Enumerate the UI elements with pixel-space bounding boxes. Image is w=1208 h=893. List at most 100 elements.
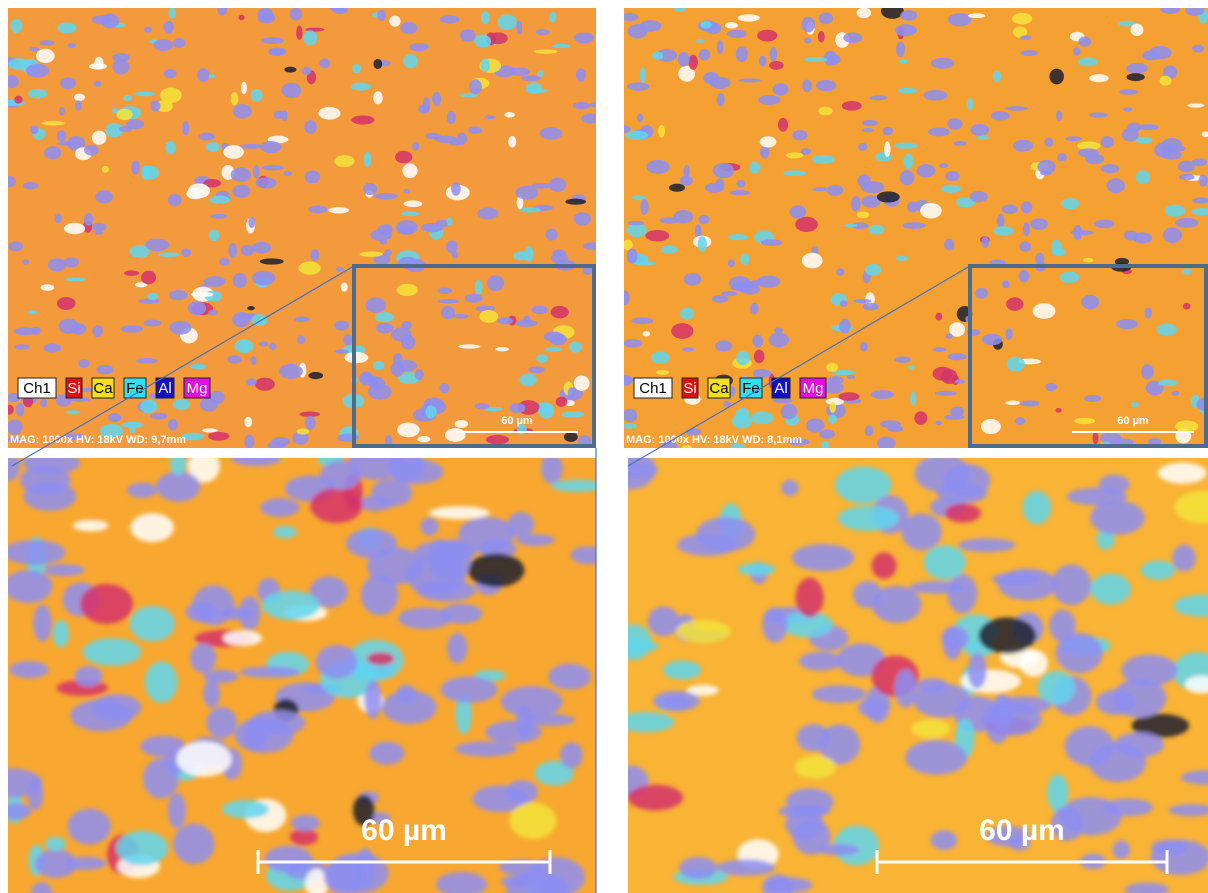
phase-spot [680,308,694,320]
phase-spot [260,498,299,517]
phase-spot [395,151,412,164]
phase-spot [728,259,735,267]
phase-spot [1130,24,1143,36]
phase-spot [255,378,275,391]
phase-spot [234,339,253,353]
phase-spot [43,564,85,576]
phase-spot [574,32,594,43]
phase-spot [168,419,178,431]
phase-spot [209,196,230,204]
phase-spot [1089,74,1109,82]
phase-spot [397,284,418,296]
phase-spot [397,422,419,437]
phase-spot [943,627,962,660]
phase-spot [479,310,498,323]
phase-spot [417,436,430,442]
phase-spot [398,226,414,235]
phase-spot [705,183,724,193]
phase-spot [223,630,262,645]
phase-spot [870,390,894,399]
phase-spot [541,453,563,484]
phase-spot [663,661,701,680]
phase-spot [676,620,731,643]
phase-spot [40,399,47,408]
phase-spot [1061,198,1079,209]
info-line: MAG: 1000x HV: 18kV WD: 8,1mm [626,434,802,446]
phase-spot [1160,76,1172,86]
phase-spot [1141,364,1154,379]
phase-spot [308,205,327,213]
phase-spot [534,49,557,53]
phase-spot [976,136,988,141]
phase-spot [445,428,466,442]
phase-spot [173,824,214,865]
phase-spot [102,166,109,173]
phase-spot [44,146,61,159]
phase-spot [1158,379,1177,386]
phase-spot [396,685,416,704]
phase-spot [404,200,423,207]
phase-spot [1160,5,1180,14]
phase-spot [759,56,767,67]
phase-spot [640,67,646,83]
phase-spot [895,24,916,36]
phase-spot [982,236,990,248]
phase-spot [40,40,55,45]
phase-spot [458,344,480,348]
phase-spot [9,661,48,678]
phase-spot [455,420,469,428]
phase-spot [884,141,890,157]
phase-spot [16,403,24,417]
phase-spot [388,449,425,483]
phase-spot [623,423,637,429]
phase-spot [452,314,468,319]
phase-spot [802,80,812,93]
phase-spot [524,246,533,262]
phase-spot [626,131,649,140]
phase-spot [239,15,245,21]
phase-spot [351,82,371,90]
phase-spot [646,160,669,174]
phase-spot [1019,242,1031,252]
phase-spot [653,691,700,712]
phase-spot [261,37,284,44]
phase-spot [643,331,651,336]
phase-spot [138,299,159,304]
phase-spot [970,191,988,202]
phase-spot [1185,4,1204,16]
phase-spot [935,391,957,396]
phase-spot [497,14,517,30]
phase-spot [728,234,749,240]
phase-spot [474,35,491,48]
phase-spot [486,435,509,445]
phase-spot [528,366,545,373]
phase-spot [858,698,887,717]
phase-spot [881,3,904,18]
phase-spot [334,321,349,331]
phase-spot [700,21,712,29]
phase-spot [569,341,582,352]
phase-spot [819,430,835,439]
phase-spot [165,141,176,154]
phase-spot [804,57,827,62]
phase-spot [914,411,927,425]
phase-spot [1165,205,1185,217]
phase-spot [401,321,411,330]
phase-spot [1089,112,1108,117]
phase-spot [589,102,598,107]
phase-spot [1057,153,1067,161]
phase-spot [1078,37,1091,47]
phase-spot [792,544,854,571]
phase-spot [1056,110,1062,121]
phase-spot [560,742,583,768]
phase-spot [233,273,247,288]
phase-spot [1021,201,1032,213]
phase-spot [997,214,1005,228]
phase-spot [316,645,358,679]
phase-spot [631,195,645,200]
phase-spot [671,323,693,339]
phase-spot [156,471,200,501]
phase-spot [821,441,829,449]
phase-spot [948,353,967,360]
phase-spot [552,44,570,48]
